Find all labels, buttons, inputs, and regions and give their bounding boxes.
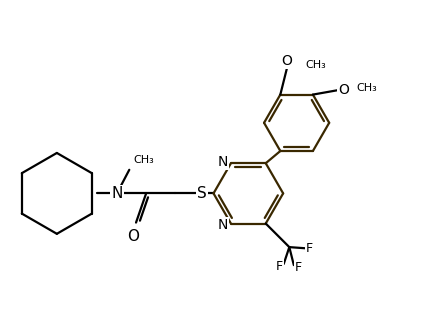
Text: F: F: [275, 260, 283, 273]
Text: CH₃: CH₃: [356, 83, 377, 93]
Text: S: S: [198, 186, 207, 201]
Text: CH₃: CH₃: [305, 60, 326, 71]
Text: N: N: [218, 155, 228, 169]
Text: F: F: [306, 242, 313, 255]
Text: O: O: [282, 54, 292, 68]
Text: N: N: [111, 186, 123, 201]
Text: O: O: [127, 229, 139, 244]
Text: N: N: [218, 218, 228, 232]
Text: F: F: [295, 261, 302, 274]
Text: CH₃: CH₃: [134, 155, 154, 165]
Text: O: O: [338, 83, 349, 97]
